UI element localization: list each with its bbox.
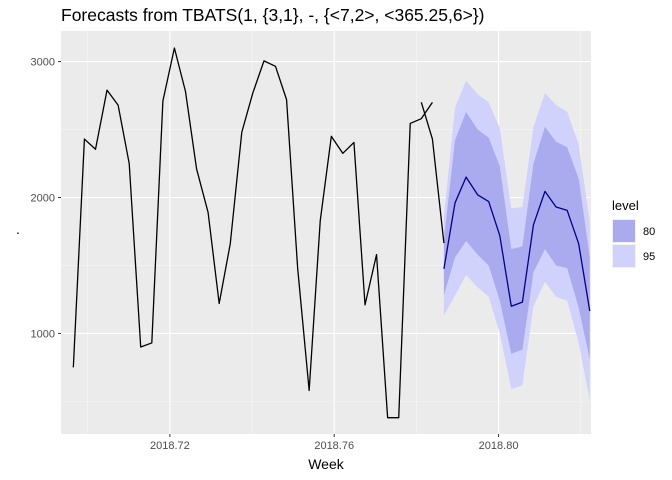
forecast-mean-line [443,176,591,312]
chart-title: Forecasts from TBATS(1, {3,1}, -, {<7,2>… [61,5,484,25]
y-axis-title: . [16,221,20,237]
legend-label: 95 [643,251,655,263]
x-tick-label: 2018.76 [314,440,354,452]
legend-title: level [612,198,639,213]
x-axis-title: Week [308,456,345,472]
legend-label: 80 [643,226,655,238]
axes: 1000 2000 3000 2018.72 2018.76 2018.80 [31,57,519,452]
y-tick-label: 3000 [31,57,55,69]
observed-series-line [72,47,433,419]
legend-key-swatch [613,245,635,267]
x-tick-label: 2018.72 [150,440,190,452]
prediction-intervals [443,80,590,401]
grid-lines [61,31,591,434]
y-tick-label: 2000 [31,193,55,205]
legend-key-swatch [613,220,635,242]
pi80-band [443,111,590,360]
legend: level 80 95 [612,198,655,268]
series-lines [72,47,591,419]
x-tick-label: 2018.80 [479,440,519,452]
y-tick-label: 1000 [31,328,55,340]
observed-series-tail [420,102,445,244]
